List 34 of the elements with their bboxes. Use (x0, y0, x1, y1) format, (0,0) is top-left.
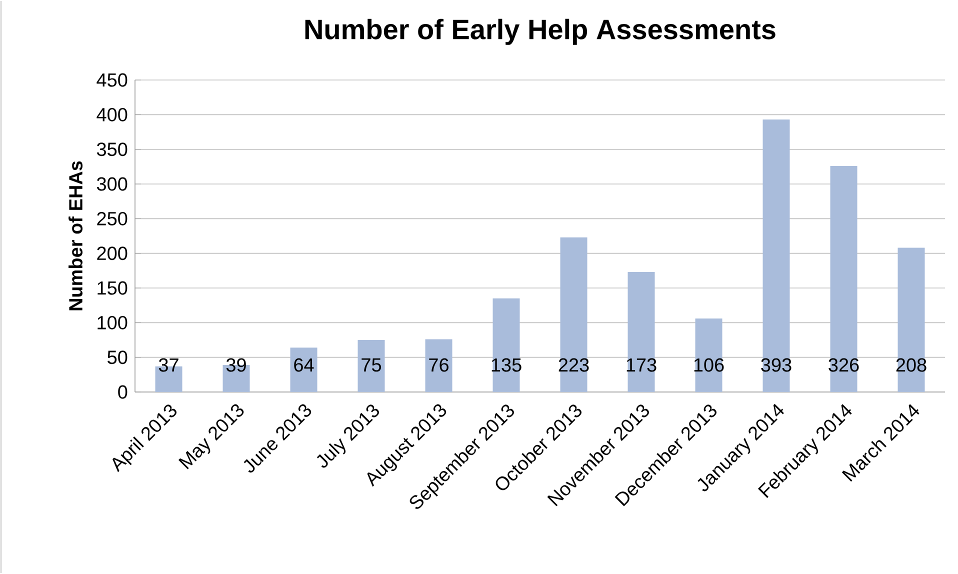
data-label: 173 (626, 358, 656, 372)
data-label: 64 (294, 358, 314, 372)
bar (560, 237, 588, 392)
data-label: 75 (362, 358, 382, 372)
bar (762, 120, 790, 392)
data-label: 39 (226, 358, 246, 372)
bar (492, 298, 520, 392)
y-tick-label: 50 (108, 350, 128, 364)
bar (425, 339, 452, 392)
bar (695, 318, 722, 392)
data-label: 135 (492, 358, 522, 372)
data-label: 326 (828, 358, 859, 372)
bar (290, 348, 318, 392)
y-tick-label: 100 (98, 316, 128, 330)
data-label: 76 (429, 358, 448, 372)
bar (358, 340, 385, 392)
y-tick-label: 150 (98, 281, 128, 295)
bar (898, 248, 925, 392)
data-label: 106 (694, 358, 724, 372)
y-tick-label: 300 (96, 177, 128, 191)
y-tick-label: 350 (96, 142, 128, 156)
y-tick-label: 0 (118, 385, 128, 399)
bar (830, 166, 858, 392)
data-label: 208 (896, 358, 926, 372)
y-tick-label: 250 (97, 212, 128, 226)
y-axis-title: Number of EHAs (68, 161, 83, 310)
data-label: 223 (558, 358, 589, 372)
data-label: 393 (761, 358, 792, 372)
y-tick-label: 450 (96, 73, 128, 87)
y-tick-label: 400 (96, 108, 128, 122)
data-label: 37 (158, 358, 178, 372)
y-tick-label: 200 (97, 246, 128, 260)
chart-title: Number of Early Help Assessments (305, 18, 776, 45)
bar (628, 272, 655, 392)
